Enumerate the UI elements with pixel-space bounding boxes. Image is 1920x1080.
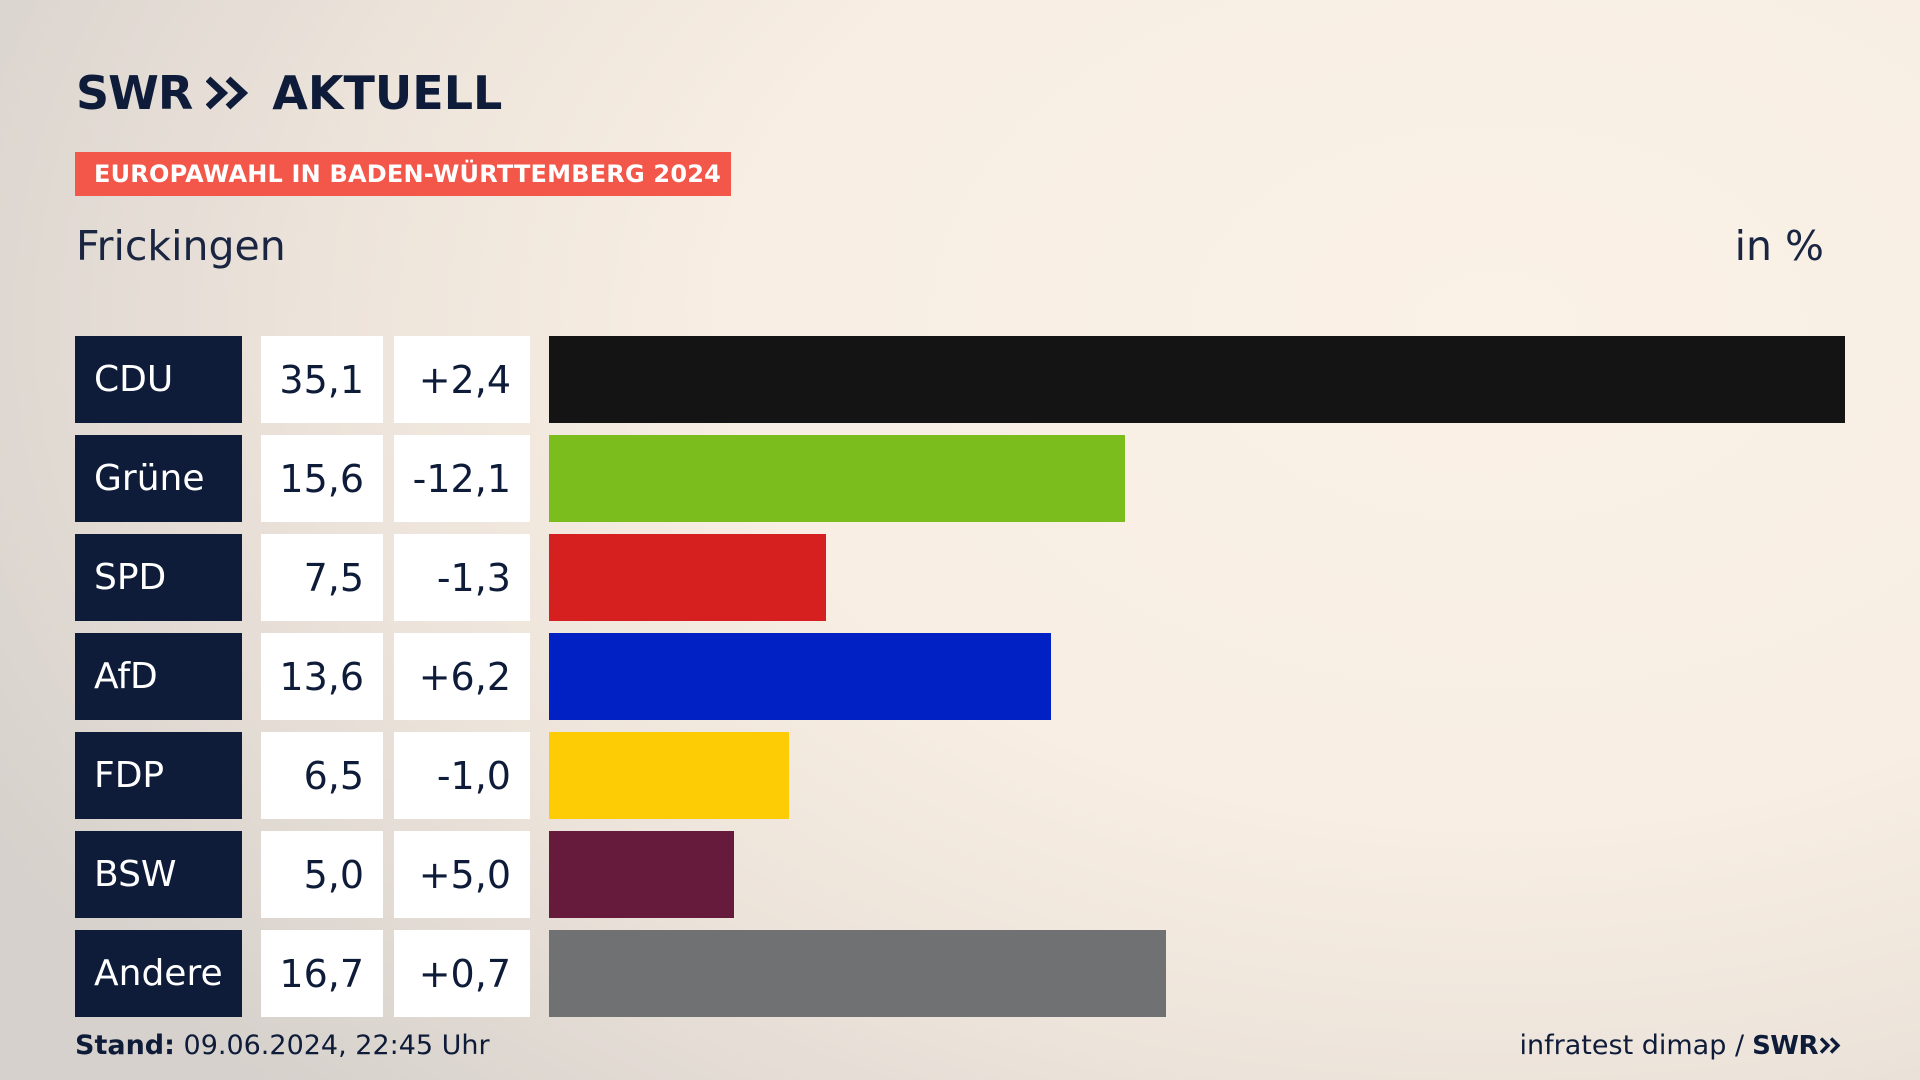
swr-mini-logo: SWR — [1752, 1031, 1844, 1061]
party-row: CDU 35,1 +2,4 — [75, 336, 1845, 423]
swr-aktuell-logo: SWR AKTUELL — [76, 68, 502, 118]
vote-share-label: 7,5 — [261, 534, 383, 621]
change-label: -1,0 — [394, 732, 530, 819]
party-label: CDU — [75, 336, 242, 423]
party-label: Andere — [75, 930, 242, 1017]
election-badge: EUROPAWAHL IN BADEN-WÜRTTEMBERG 2024 — [75, 152, 731, 196]
vote-share-label: 15,6 — [261, 435, 383, 522]
party-label: Grüne — [75, 435, 242, 522]
logo-aktuell-text: AKTUELL — [272, 66, 503, 120]
double-chevron-icon — [1820, 1037, 1841, 1054]
party-label: AfD — [75, 633, 242, 720]
unit-label: in % — [1734, 222, 1824, 270]
change-label: +2,4 — [394, 336, 530, 423]
source-text: infratest dimap / — [1519, 1030, 1745, 1061]
result-bar — [549, 633, 1051, 720]
party-row: AfD 13,6 +6,2 — [75, 633, 1845, 720]
vote-share-label: 6,5 — [261, 732, 383, 819]
result-bar — [549, 435, 1125, 522]
change-label: +5,0 — [394, 831, 530, 918]
logo-swr-text: SWR — [76, 66, 193, 120]
stand-label: Stand: — [75, 1030, 175, 1061]
result-bar — [549, 732, 789, 819]
vote-share-label: 13,6 — [261, 633, 383, 720]
result-bar — [549, 534, 826, 621]
party-label: FDP — [75, 732, 242, 819]
party-row: Andere 16,7 +0,7 — [75, 930, 1845, 1017]
source-credit: infratest dimap / SWR — [1520, 1030, 1844, 1061]
change-label: -12,1 — [394, 435, 530, 522]
double-chevron-icon — [206, 76, 249, 110]
party-label: SPD — [75, 534, 242, 621]
result-bar — [549, 831, 734, 918]
change-label: +0,7 — [394, 930, 530, 1017]
change-label: +6,2 — [394, 633, 530, 720]
place-title: Frickingen — [76, 222, 286, 270]
result-bar — [549, 336, 1845, 423]
result-bar — [549, 930, 1166, 1017]
vote-share-label: 35,1 — [261, 336, 383, 423]
mini-logo-text: SWR — [1752, 1030, 1818, 1061]
party-row: BSW 5,0 +5,0 — [75, 831, 1845, 918]
timestamp: Stand: 09.06.2024, 22:45 Uhr — [75, 1030, 490, 1061]
party-row: SPD 7,5 -1,3 — [75, 534, 1845, 621]
vote-share-label: 5,0 — [261, 831, 383, 918]
party-row: FDP 6,5 -1,0 — [75, 732, 1845, 819]
party-row: Grüne 15,6 -12,1 — [75, 435, 1845, 522]
vote-share-label: 16,7 — [261, 930, 383, 1017]
party-label: BSW — [75, 831, 242, 918]
stand-value: 09.06.2024, 22:45 Uhr — [183, 1030, 490, 1061]
change-label: -1,3 — [394, 534, 530, 621]
